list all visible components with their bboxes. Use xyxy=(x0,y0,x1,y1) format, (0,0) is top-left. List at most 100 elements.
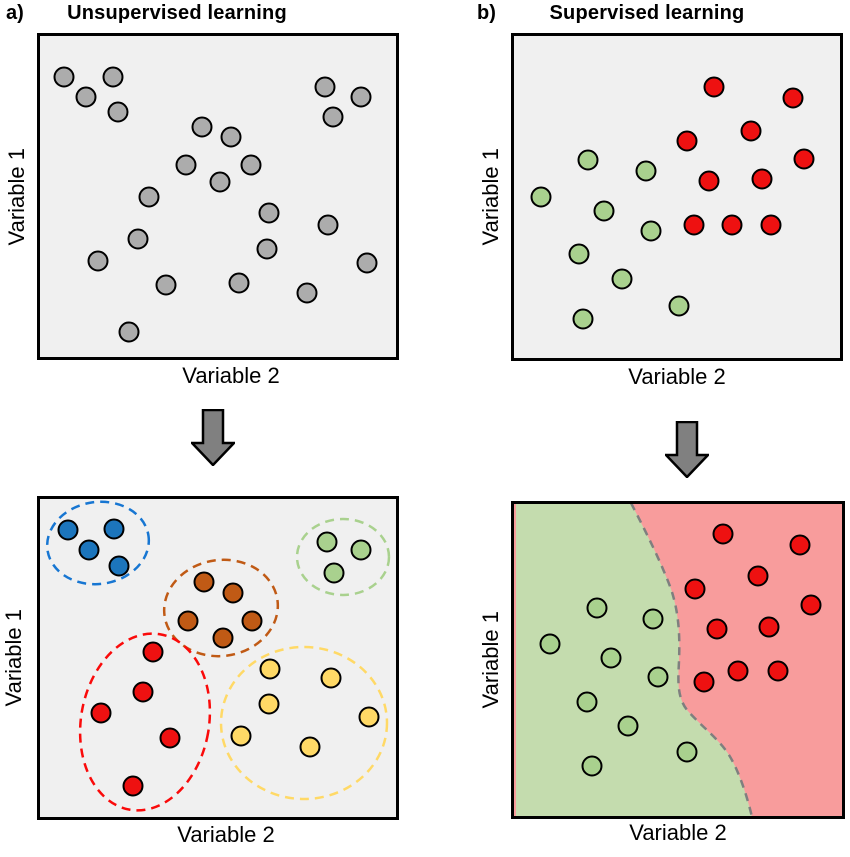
cluster-green-point xyxy=(323,562,345,584)
cluster-red-ellipse xyxy=(78,632,212,812)
cluster-yellow-point xyxy=(358,706,380,728)
unlabeled-points xyxy=(175,154,197,176)
cluster-blue-point xyxy=(108,555,130,577)
unlabeled-points xyxy=(356,252,378,274)
unlabeled-points xyxy=(256,238,278,260)
unlabeled-points xyxy=(296,282,318,304)
class-red-points xyxy=(767,660,789,682)
cluster-blue-point xyxy=(78,539,100,561)
panel-a-label: a) xyxy=(6,2,24,24)
x-axis-label-b1: Variable 2 xyxy=(628,364,726,389)
green-class-region xyxy=(516,503,752,817)
unlabeled-points xyxy=(53,66,75,88)
class-red-points xyxy=(800,594,822,616)
class-red-points xyxy=(684,578,706,600)
unlabeled-points xyxy=(240,154,262,176)
class-green-points xyxy=(572,308,594,330)
class-green-points xyxy=(568,243,590,265)
x-axis-label-b2: Variable 2 xyxy=(629,820,727,845)
cluster-red-point xyxy=(159,727,181,749)
cluster-brown-point xyxy=(222,582,244,604)
class-red-points xyxy=(698,170,720,192)
unlabeled-points xyxy=(258,202,280,224)
x-axis-label-a1: Variable 2 xyxy=(182,363,280,388)
cluster-yellow-point xyxy=(230,725,252,747)
y-axis-label-a2: Variable 1 xyxy=(1,609,26,707)
cluster-brown-point xyxy=(241,610,263,632)
class-red-points xyxy=(721,214,743,236)
class-green-points xyxy=(642,608,664,630)
cluster-yellow-point xyxy=(259,658,281,680)
class-green-points xyxy=(581,755,603,777)
unlabeled-points xyxy=(75,86,97,108)
cluster-red-point xyxy=(122,775,144,797)
class-green-points xyxy=(640,220,662,242)
unlabeled-points xyxy=(314,76,336,98)
unlabeled-points xyxy=(118,321,140,343)
cluster-green-point xyxy=(350,539,372,561)
class-red-points xyxy=(683,214,705,236)
class-red-points xyxy=(789,534,811,556)
class-green-points xyxy=(611,268,633,290)
class-red-points xyxy=(740,120,762,142)
cluster-brown-ellipse xyxy=(162,558,280,658)
plot-frame xyxy=(511,501,845,819)
unlabeled-points xyxy=(220,126,242,148)
unlabeled-points xyxy=(127,228,149,250)
class-red-points xyxy=(712,523,734,545)
class-red-points xyxy=(793,148,815,170)
cluster-red-point xyxy=(142,641,164,663)
supervised-input-plot xyxy=(511,33,843,361)
unlabeled-points xyxy=(102,66,124,88)
class-green-points xyxy=(676,741,698,763)
panel-b-title: Supervised learning xyxy=(549,2,745,24)
class-green-points xyxy=(668,295,690,317)
class-red-points xyxy=(782,87,804,109)
class-red-points xyxy=(693,671,715,693)
class-red-points xyxy=(676,130,698,152)
class-green-points xyxy=(539,633,561,655)
cluster-red-point xyxy=(90,702,112,724)
y-axis-label-a1: Variable 1 xyxy=(4,147,29,246)
classification-result-plot xyxy=(511,501,845,819)
cluster-blue-point xyxy=(57,519,79,541)
class-red-points xyxy=(703,76,725,98)
cluster-blue-point xyxy=(103,518,125,540)
down-arrow-icon xyxy=(191,409,235,466)
cluster-yellow-point xyxy=(299,736,321,758)
unlabeled-points xyxy=(228,272,250,294)
unlabeled-points xyxy=(209,171,231,193)
cluster-yellow-point xyxy=(258,693,280,715)
class-green-points xyxy=(586,597,608,619)
class-red-points xyxy=(727,660,749,682)
class-red-points xyxy=(758,616,780,638)
cluster-yellow-point xyxy=(320,667,342,689)
y-axis-label-b2: Variable 1 xyxy=(478,611,503,709)
class-green-points xyxy=(647,666,669,688)
class-red-points xyxy=(760,214,782,236)
class-green-points xyxy=(617,715,639,737)
cluster-brown-point xyxy=(212,627,234,649)
cluster-brown-point xyxy=(193,571,215,593)
clustering-result-plot xyxy=(37,496,399,820)
unlabeled-points xyxy=(350,86,372,108)
class-green-points xyxy=(577,149,599,171)
cluster-green-ellipse xyxy=(295,517,391,597)
panel-a-title: Unsupervised learning xyxy=(67,2,287,24)
class-red-points xyxy=(706,618,728,640)
panel-b-label: b) xyxy=(477,2,496,24)
unlabeled-points xyxy=(191,116,213,138)
down-arrow-shape xyxy=(191,409,235,466)
cluster-yellow-ellipse xyxy=(219,645,389,801)
unlabeled-points xyxy=(107,101,129,123)
cluster-red-point xyxy=(132,681,154,703)
class-green-points xyxy=(593,200,615,222)
class-red-points xyxy=(747,565,769,587)
unlabeled-points xyxy=(322,106,344,128)
class-green-points xyxy=(576,691,598,713)
down-arrow-icon xyxy=(665,421,709,478)
class-green-points xyxy=(635,160,657,182)
unlabeled-points xyxy=(317,214,339,236)
down-arrow-shape xyxy=(665,421,709,478)
